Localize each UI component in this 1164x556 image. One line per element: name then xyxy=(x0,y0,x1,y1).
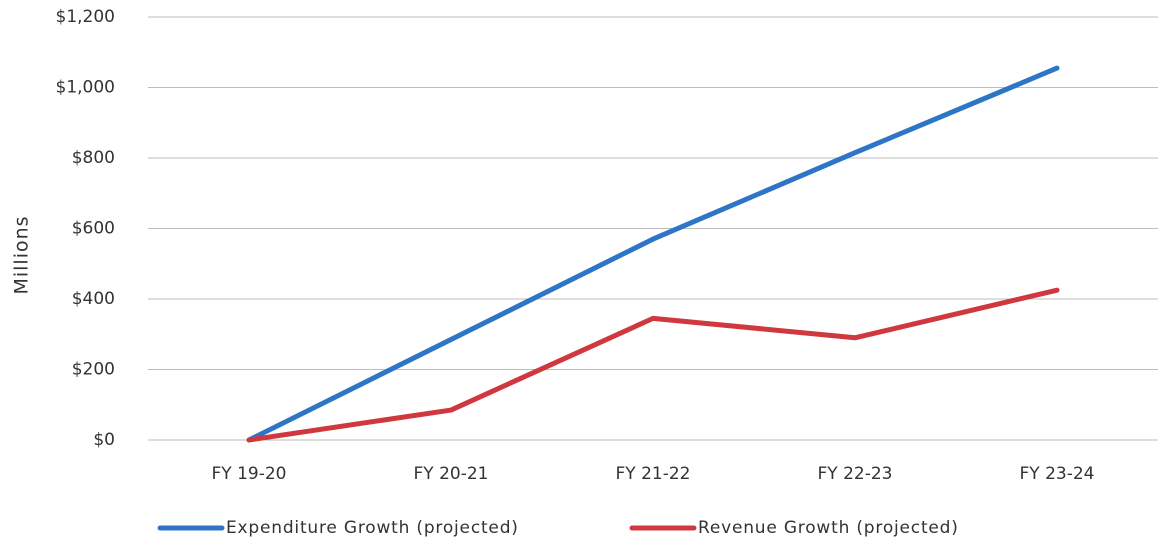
x-tick-label: FY 19-20 xyxy=(212,464,287,484)
y-tick-label: $1,000 xyxy=(56,78,115,98)
y-axis-title: Millions xyxy=(11,215,33,294)
y-tick-label: $200 xyxy=(72,360,115,380)
series-line xyxy=(246,287,1060,443)
legend-label: Expenditure Growth (projected) xyxy=(226,518,519,538)
y-tick-label: $1,200 xyxy=(56,7,115,27)
x-tick-label: FY 20-21 xyxy=(414,464,489,484)
y-tick-label: $600 xyxy=(72,219,115,239)
y-tick-label: $800 xyxy=(72,148,115,168)
y-tick-label: $0 xyxy=(93,430,115,450)
series-line xyxy=(246,65,1060,443)
x-tick-label: FY 23-24 xyxy=(1020,464,1095,484)
x-tick-label: FY 22-23 xyxy=(818,464,893,484)
y-tick-label: $400 xyxy=(72,289,115,309)
x-tick-label: FY 21-22 xyxy=(616,464,691,484)
legend-label: Revenue Growth (projected) xyxy=(698,518,959,538)
